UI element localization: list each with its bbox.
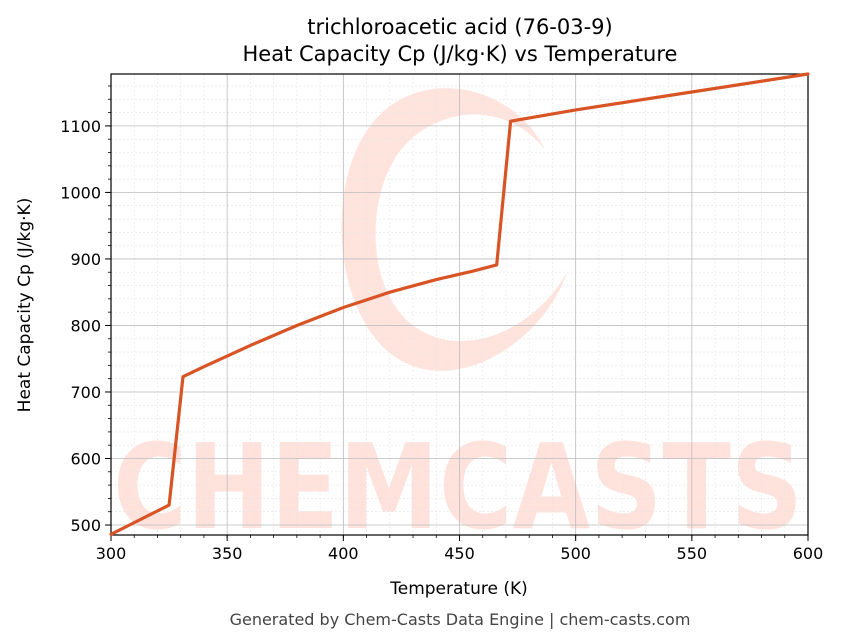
y-tick-label: 900 xyxy=(70,250,101,269)
y-tick-label: 600 xyxy=(70,449,101,468)
x-axis-label: Temperature (K) xyxy=(389,579,528,599)
x-tick-label: 500 xyxy=(560,544,591,563)
x-tick-label: 400 xyxy=(328,544,359,563)
y-tick-label: 1000 xyxy=(60,183,101,202)
x-tick-label: 450 xyxy=(444,544,475,563)
chart-title-line2: Heat Capacity Cp (J/kg·K) vs Temperature xyxy=(243,42,678,66)
y-tick-label: 500 xyxy=(70,516,101,535)
watermark: CHEMCASTS xyxy=(113,88,803,556)
y-tick-label: 1100 xyxy=(60,117,101,136)
y-tick-label: 800 xyxy=(70,316,101,335)
footer-credit: Generated by Chem-Casts Data Engine | ch… xyxy=(230,610,691,629)
chart-title-line1: trichloroacetic acid (76-03-9) xyxy=(307,15,612,39)
watermark-text: CHEMCASTS xyxy=(113,418,803,556)
x-tick-label: 350 xyxy=(212,544,243,563)
x-axis-ticks: 300 350 400 450 500 550 600 xyxy=(96,535,824,563)
x-tick-label: 600 xyxy=(793,544,824,563)
y-axis-label: Heat Capacity Cp (J/kg·K) xyxy=(15,198,35,413)
x-tick-label: 550 xyxy=(677,544,708,563)
y-tick-label: 700 xyxy=(70,383,101,402)
series-line xyxy=(109,72,810,536)
x-tick-label: 300 xyxy=(96,544,127,563)
y-axis-ticks: 500 600 700 800 900 1000 1100 xyxy=(60,85,111,535)
watermark-swirl xyxy=(341,88,568,371)
